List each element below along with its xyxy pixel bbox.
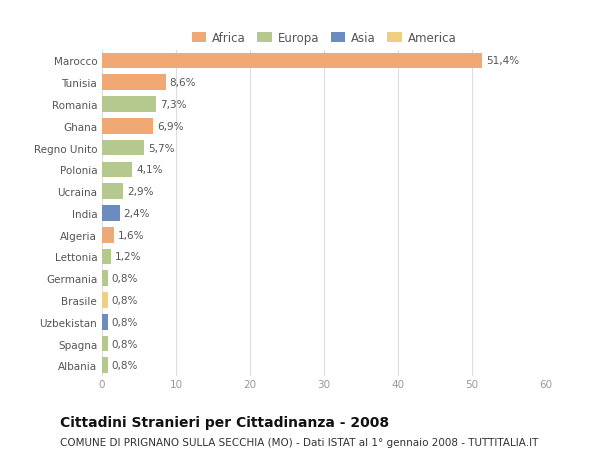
Text: 0,8%: 0,8%: [112, 274, 138, 284]
Text: 7,3%: 7,3%: [160, 100, 186, 110]
Bar: [102, 271, 108, 286]
Bar: [102, 206, 120, 221]
Bar: [102, 314, 108, 330]
Text: 4,1%: 4,1%: [136, 165, 163, 175]
Bar: [102, 358, 108, 373]
Bar: [102, 336, 108, 352]
Bar: [102, 119, 153, 134]
Bar: [102, 184, 124, 200]
Bar: [102, 292, 108, 308]
Legend: Africa, Europa, Asia, America: Africa, Europa, Asia, America: [187, 27, 461, 50]
Bar: [102, 162, 133, 178]
Text: 8,6%: 8,6%: [169, 78, 196, 88]
Bar: [102, 54, 482, 69]
Text: 2,9%: 2,9%: [127, 187, 154, 197]
Bar: [102, 75, 166, 91]
Text: 1,2%: 1,2%: [115, 252, 141, 262]
Text: Cittadini Stranieri per Cittadinanza - 2008: Cittadini Stranieri per Cittadinanza - 2…: [60, 415, 389, 429]
Bar: [102, 97, 156, 112]
Text: 2,4%: 2,4%: [124, 208, 150, 218]
Bar: [102, 140, 144, 156]
Bar: [102, 227, 114, 243]
Text: 0,8%: 0,8%: [112, 360, 138, 370]
Bar: [102, 249, 111, 265]
Text: COMUNE DI PRIGNANO SULLA SECCHIA (MO) - Dati ISTAT al 1° gennaio 2008 - TUTTITAL: COMUNE DI PRIGNANO SULLA SECCHIA (MO) - …: [60, 437, 538, 447]
Text: 6,9%: 6,9%: [157, 122, 183, 132]
Text: 1,6%: 1,6%: [118, 230, 144, 240]
Text: 51,4%: 51,4%: [486, 56, 519, 67]
Text: 0,8%: 0,8%: [112, 339, 138, 349]
Text: 0,8%: 0,8%: [112, 317, 138, 327]
Text: 5,7%: 5,7%: [148, 143, 175, 153]
Text: 0,8%: 0,8%: [112, 295, 138, 305]
